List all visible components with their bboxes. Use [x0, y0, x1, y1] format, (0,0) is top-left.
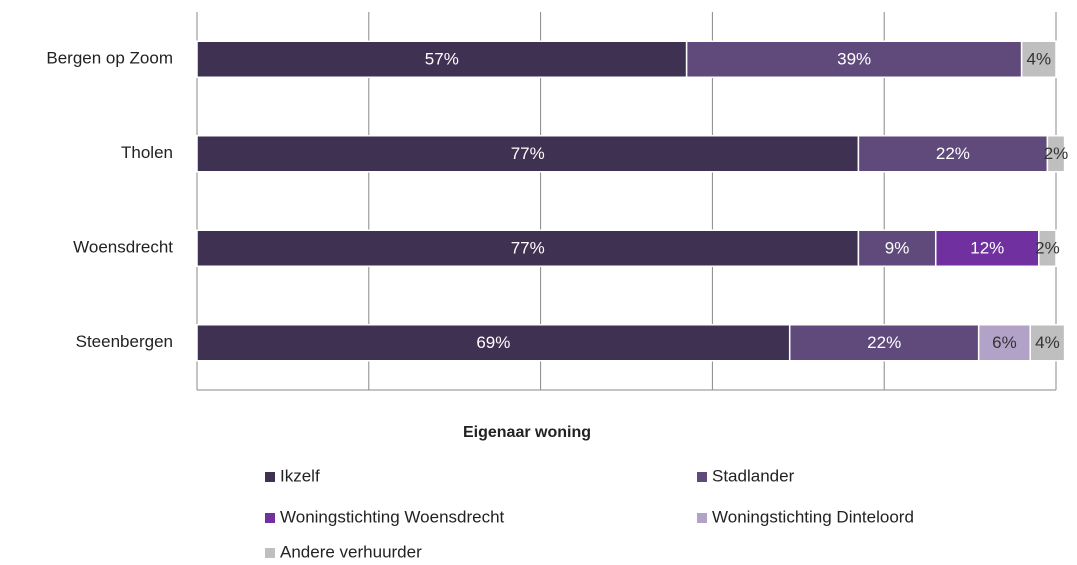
data-label: 69%	[476, 333, 510, 352]
bar-segment	[1020, 40, 1057, 78]
data-label: 77%	[511, 144, 545, 163]
bar-segment	[685, 40, 1023, 78]
bar-segment	[1046, 135, 1066, 173]
legend-swatch	[697, 513, 707, 523]
category-label: Bergen op Zoom	[46, 49, 173, 68]
data-label: 77%	[511, 239, 545, 258]
bar-segment	[196, 229, 860, 267]
bar-segment	[934, 229, 1040, 267]
data-label: 22%	[867, 333, 901, 352]
legend-label: Woningstichting Woensdrecht	[280, 507, 505, 526]
bar-segment	[196, 135, 860, 173]
data-label: 2%	[1044, 144, 1069, 163]
legend-title: Eigenaar woning	[463, 424, 591, 441]
data-label: 22%	[936, 144, 970, 163]
legend-swatch	[265, 472, 275, 482]
legend-label: Woningstichting Dinteloord	[712, 507, 914, 526]
bar-segment	[1038, 229, 1057, 267]
bar-segment	[788, 324, 980, 362]
data-label: 57%	[425, 50, 459, 69]
category-label: Woensdrecht	[73, 238, 173, 257]
data-label: 12%	[970, 239, 1004, 258]
bar-segment	[196, 40, 688, 78]
bar-segment	[977, 324, 1031, 362]
bar-segment	[196, 324, 791, 362]
category-label: Tholen	[121, 143, 173, 162]
data-label: 6%	[992, 333, 1017, 352]
bar-segment	[1029, 324, 1066, 362]
data-label: 2%	[1035, 239, 1060, 258]
bar-segment	[857, 229, 937, 267]
legend-label: Andere verhuurder	[280, 542, 422, 561]
legend-swatch	[265, 548, 275, 558]
data-label: 9%	[885, 239, 910, 258]
data-label: 4%	[1027, 50, 1052, 69]
legend-label: Stadlander	[712, 466, 795, 485]
category-label: Steenbergen	[76, 332, 173, 351]
legend-swatch	[697, 472, 707, 482]
data-label: 39%	[837, 50, 871, 69]
legend-label: Ikzelf	[280, 466, 320, 485]
bar-segment	[857, 135, 1049, 173]
data-label: 4%	[1035, 333, 1060, 352]
legend-swatch	[265, 513, 275, 523]
